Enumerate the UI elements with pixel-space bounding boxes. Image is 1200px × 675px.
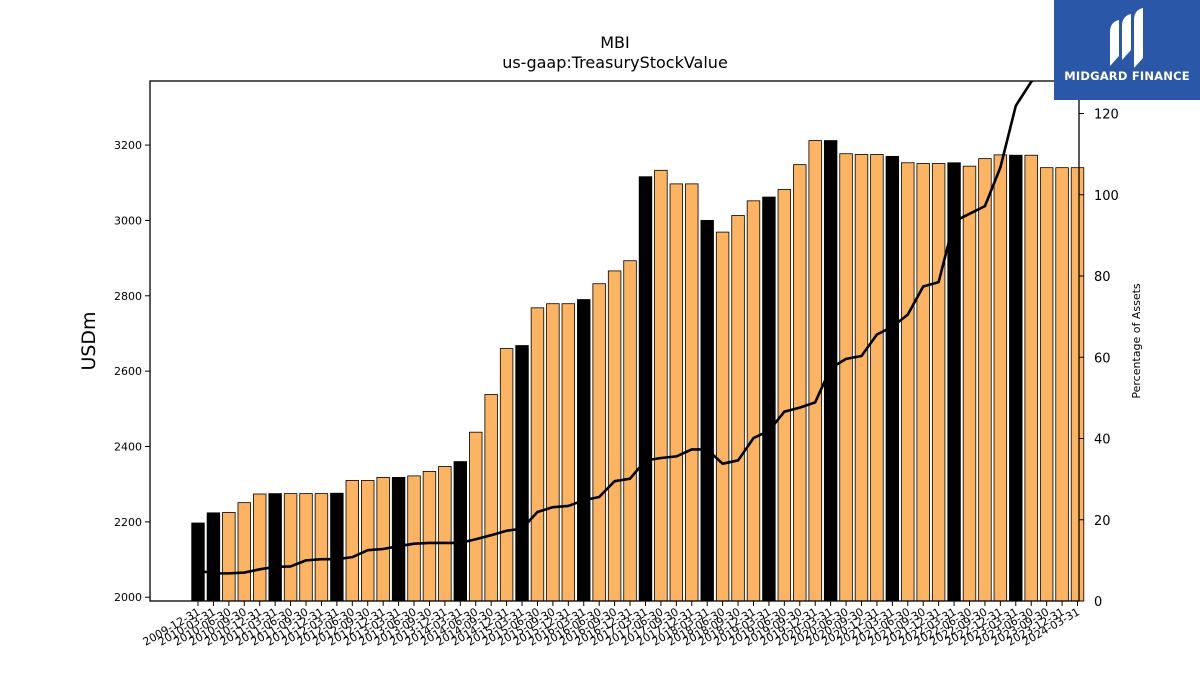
y-axis-label: USDm xyxy=(78,311,100,370)
y-tick-label: 3000 xyxy=(114,214,142,227)
bar xyxy=(607,270,622,602)
y2-tick-label: 120 xyxy=(1094,108,1119,123)
bar xyxy=(931,163,946,602)
bar xyxy=(870,154,884,602)
bar xyxy=(330,492,344,602)
bar xyxy=(438,466,452,602)
bar xyxy=(422,470,437,602)
y2-tick-label: 60 xyxy=(1094,351,1111,366)
bar xyxy=(345,480,360,602)
bar xyxy=(638,176,653,602)
bar xyxy=(793,164,807,602)
y-tick-label: 3200 xyxy=(114,139,142,152)
bar xyxy=(222,512,236,602)
x-axis-ticks: 2009-12-312010-03-312010-06-302010-09-30… xyxy=(141,601,1082,649)
logo-mark-icon xyxy=(1110,8,1143,68)
bar xyxy=(283,493,298,602)
bar xyxy=(592,283,606,602)
percentage-series-line xyxy=(197,81,1035,575)
bar xyxy=(391,477,406,602)
bar xyxy=(206,512,221,602)
midgard-finance-logo: MIDGARD FINANCE xyxy=(1054,0,1200,100)
bar xyxy=(1024,154,1038,602)
y-tick-label: 2800 xyxy=(114,290,142,303)
percentage-line xyxy=(197,81,1035,575)
bar xyxy=(530,307,545,602)
bar xyxy=(469,431,483,602)
bar xyxy=(669,183,684,602)
y2-tick-label: 80 xyxy=(1094,270,1111,285)
y2-axis-ticks: 0 20 40 60 80 100 120 xyxy=(1079,108,1119,610)
bar xyxy=(700,220,714,602)
logo-text: MIDGARD FINANCE xyxy=(1064,69,1190,83)
y-axis-ticks: 2000 2200 2400 2600 2800 3000 3200 xyxy=(114,139,150,604)
y-tick-label: 2400 xyxy=(114,441,142,454)
bar xyxy=(715,231,730,602)
bar xyxy=(561,303,576,602)
bar xyxy=(654,169,668,602)
y-tick-label: 2000 xyxy=(114,591,142,604)
bar xyxy=(376,477,390,602)
bar xyxy=(916,163,930,602)
bar xyxy=(762,196,776,602)
bar xyxy=(993,154,1008,602)
bar xyxy=(407,475,421,602)
y-tick-label: 2600 xyxy=(114,365,142,378)
bar xyxy=(1039,167,1054,602)
bar xyxy=(731,215,745,602)
y2-tick-label: 100 xyxy=(1094,189,1119,204)
y2-axis-label: Percentage of Assets xyxy=(1130,283,1143,399)
bar xyxy=(499,348,514,602)
y2-tick-label: 0 xyxy=(1094,595,1102,610)
bar xyxy=(962,165,977,602)
bar xyxy=(299,493,313,602)
bar xyxy=(978,158,992,602)
bar xyxy=(746,200,761,602)
y2-tick-label: 20 xyxy=(1094,514,1111,529)
bar xyxy=(1009,154,1023,602)
bar xyxy=(577,299,591,602)
bar xyxy=(515,345,529,602)
bar xyxy=(901,162,915,602)
bar xyxy=(1070,167,1085,602)
bar xyxy=(268,493,282,602)
bar xyxy=(623,260,637,602)
bar xyxy=(839,153,853,602)
bar xyxy=(484,394,498,602)
bar xyxy=(361,480,375,602)
bar xyxy=(885,155,900,602)
chart-subtitle: us-gaap:TreasuryStockValue xyxy=(502,53,728,72)
bar xyxy=(314,493,329,602)
bar xyxy=(854,154,869,602)
bar xyxy=(453,461,468,602)
bar xyxy=(546,303,560,602)
bar xyxy=(685,183,699,602)
y2-tick-label: 40 xyxy=(1094,433,1111,448)
plot-frame xyxy=(149,80,1080,602)
y-tick-label: 2200 xyxy=(114,516,142,529)
bar xyxy=(947,162,961,602)
bar xyxy=(777,189,792,602)
bar xyxy=(191,522,205,602)
bars xyxy=(191,140,1085,602)
bar xyxy=(237,502,251,602)
bar xyxy=(808,140,822,602)
chart-title: MBI xyxy=(600,33,630,52)
bar xyxy=(253,493,267,602)
bar xyxy=(1055,167,1069,602)
chart-titles: MBI us-gaap:TreasuryStockValue xyxy=(502,33,728,72)
